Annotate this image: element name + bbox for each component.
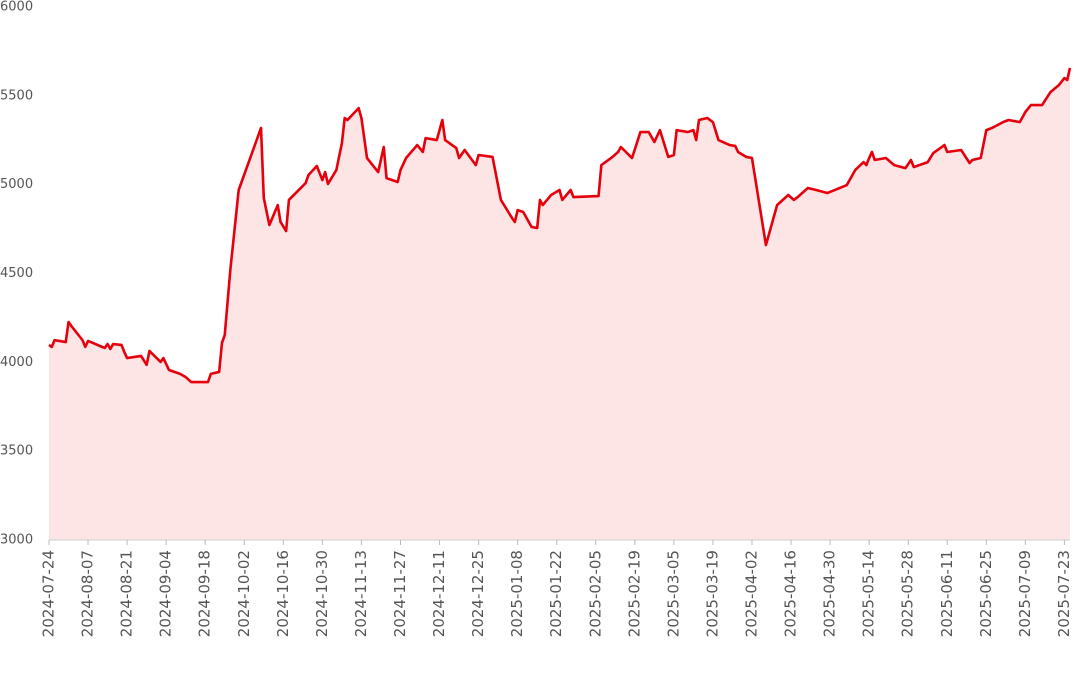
y-tick-label: 3000 <box>0 533 33 548</box>
x-tick-label: 2025-02-05 <box>586 550 604 637</box>
y-tick-label: 5000 <box>0 177 33 192</box>
x-tick-label: 2025-01-08 <box>508 550 526 637</box>
x-tick-label: 2025-07-23 <box>1055 550 1073 637</box>
x-tick-label: 2024-09-04 <box>157 550 175 637</box>
line <box>48 67 1072 384</box>
x-tick-label: 2024-12-25 <box>469 550 487 637</box>
x-tick-label: 2024-09-18 <box>196 550 214 637</box>
x-tick-label: 2025-04-16 <box>782 550 800 637</box>
y-tick-label: 6000 <box>0 0 33 15</box>
x-tick-label: 2024-11-27 <box>391 550 409 637</box>
x-tick-label: 2024-12-11 <box>430 550 448 637</box>
x-tick-label: 2024-07-24 <box>40 550 58 637</box>
x-tick-label: 2025-03-05 <box>664 550 682 637</box>
y-tick-label: 5500 <box>0 88 33 103</box>
area-fill <box>49 67 1070 540</box>
x-tick-label: 2025-07-09 <box>1016 550 1034 637</box>
y-tick-label: 3500 <box>0 444 33 459</box>
x-tick-label: 2025-03-19 <box>703 550 721 637</box>
x-tick-label: 2025-05-14 <box>860 550 878 637</box>
x-tick-label: 2024-11-13 <box>352 550 370 637</box>
x-tick-label: 2025-01-22 <box>547 550 565 637</box>
x-tick-label: 2024-10-02 <box>235 550 253 637</box>
x-tick-label: 2024-10-30 <box>313 550 331 637</box>
x-tick-label: 2025-02-19 <box>625 550 643 637</box>
y-tick-label: 4000 <box>0 355 33 370</box>
x-tick-label: 2025-06-11 <box>938 550 956 637</box>
x-tick-label: 2024-10-16 <box>274 550 292 637</box>
x-tick-label: 2025-04-02 <box>742 550 760 637</box>
x-tick-label: 2025-04-30 <box>821 550 839 637</box>
x-tick-label: 2025-06-25 <box>977 550 995 637</box>
x-tick-label: 2024-08-07 <box>79 550 97 637</box>
x-tick-label: 2025-05-28 <box>899 550 917 637</box>
x-tick-label: 2024-08-21 <box>118 550 136 637</box>
y-tick-label: 4500 <box>0 266 33 281</box>
